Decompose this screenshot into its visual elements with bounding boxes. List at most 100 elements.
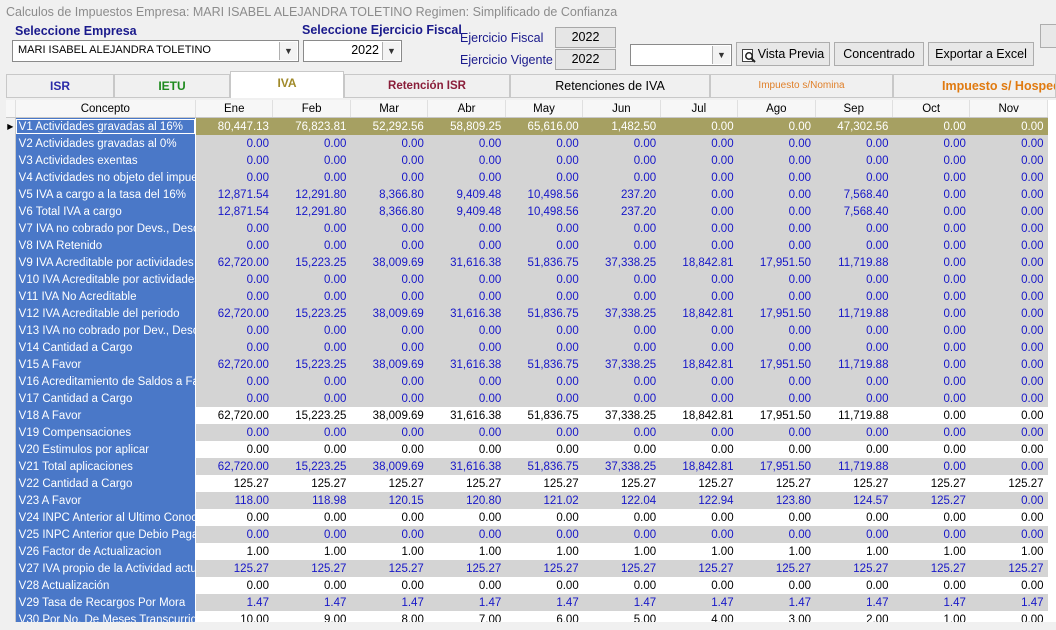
value-cell[interactable]: 0.00 — [969, 152, 1048, 169]
value-cell[interactable]: 0.00 — [737, 237, 816, 254]
table-row[interactable]: V8 IVA Retenido 0.00 0.00 0.00 0.00 0.00 0.00 0… — [6, 237, 1048, 254]
concentrado-button[interactable]: Concentrado — [834, 42, 924, 66]
value-cell[interactable]: 0.00 — [505, 577, 583, 594]
report-select[interactable]: ▼ — [630, 44, 732, 66]
table-row[interactable]: V7 IVA no cobrado por Devs., Descuentos0… — [6, 220, 1048, 237]
column-header[interactable]: Jul — [660, 100, 739, 118]
value-cell[interactable]: 47,302.56 — [815, 117, 893, 135]
value-cell[interactable]: 0.00 — [272, 390, 351, 407]
tab-impuesto-nomina[interactable]: Impuesto s/Nomina — [710, 74, 893, 98]
value-cell[interactable]: 31,616.38 — [427, 458, 506, 475]
value-cell[interactable]: 17,951.50 — [737, 356, 816, 373]
value-cell[interactable]: 0.00 — [505, 237, 583, 254]
value-cell[interactable]: 8,366.80 — [350, 203, 428, 220]
value-cell[interactable]: 7,568.40 — [815, 186, 893, 203]
value-cell[interactable]: 0.00 — [969, 237, 1048, 254]
ejercicio-select[interactable]: 2022 ▼ — [303, 40, 402, 62]
value-cell[interactable]: 0.00 — [660, 526, 738, 543]
concept-cell[interactable]: V9 IVA Acreditable por actividades — [15, 254, 197, 271]
value-cell[interactable]: 0.00 — [582, 135, 661, 152]
value-cell[interactable]: 0.00 — [660, 152, 738, 169]
value-cell[interactable]: 0.00 — [660, 203, 738, 220]
value-cell[interactable]: 0.00 — [969, 117, 1048, 135]
table-row[interactable]: V13 IVA no cobrado por Dev., Descuentos 0… — [6, 322, 1048, 339]
value-cell[interactable]: 4.00 — [660, 611, 738, 622]
value-cell[interactable]: 1.47 — [505, 594, 583, 611]
value-cell[interactable]: 51,836.75 — [505, 254, 583, 271]
value-cell[interactable]: 62,720.00 — [195, 356, 273, 373]
value-cell[interactable]: 122.04 — [582, 492, 661, 509]
value-cell[interactable]: 0.00 — [815, 152, 893, 169]
tab-ietu[interactable]: IETU — [114, 74, 230, 98]
value-cell[interactable]: 0.00 — [737, 117, 816, 135]
concept-cell[interactable]: V13 IVA no cobrado por Dev., Descuentos — [15, 322, 197, 339]
value-cell[interactable]: 0.00 — [737, 288, 816, 305]
concept-cell[interactable]: V5 IVA a cargo a la tasa del 16% — [15, 186, 197, 203]
value-cell[interactable]: 0.00 — [272, 271, 351, 288]
value-cell[interactable]: 0.00 — [582, 237, 661, 254]
concept-cell[interactable]: V3 Actividades exentas — [15, 152, 197, 169]
value-cell[interactable]: 37,338.25 — [582, 254, 661, 271]
value-cell[interactable]: 1.00 — [660, 543, 738, 560]
value-cell[interactable]: 0.00 — [582, 424, 661, 441]
value-cell[interactable]: 125.27 — [969, 475, 1048, 492]
value-cell[interactable]: 125.27 — [195, 475, 273, 492]
concept-cell[interactable]: V2 Actividades gravadas al 0% — [15, 135, 197, 152]
table-row[interactable]: V26 Factor de Actualizacion 1.00 1.00 1.00 1… — [6, 543, 1048, 560]
value-cell[interactable]: 62,720.00 — [195, 407, 273, 424]
value-cell[interactable]: 1.00 — [350, 543, 428, 560]
table-row[interactable]: V12 IVA Acreditable del periodo 62,720.00… — [6, 305, 1048, 322]
value-cell[interactable]: 125.27 — [350, 475, 428, 492]
value-cell[interactable]: 0.00 — [969, 509, 1048, 526]
value-cell[interactable]: 0.00 — [815, 288, 893, 305]
value-cell[interactable]: 0.00 — [892, 356, 970, 373]
value-cell[interactable]: 0.00 — [505, 322, 583, 339]
value-cell[interactable]: 0.00 — [892, 458, 970, 475]
value-cell[interactable]: 37,338.25 — [582, 407, 661, 424]
value-cell[interactable]: 37,338.25 — [582, 305, 661, 322]
value-cell[interactable]: 12,291.80 — [272, 203, 351, 220]
value-cell[interactable]: 62,720.00 — [195, 458, 273, 475]
value-cell[interactable]: 0.00 — [272, 220, 351, 237]
value-cell[interactable]: 0.00 — [350, 390, 428, 407]
value-cell[interactable]: 51,836.75 — [505, 305, 583, 322]
value-cell[interactable]: 0.00 — [737, 577, 816, 594]
value-cell[interactable]: 125.27 — [427, 560, 506, 577]
value-cell[interactable]: 0.00 — [582, 509, 661, 526]
table-row[interactable]: V25 INPC Anterior que Debio Pagarse 0.00 0… — [6, 526, 1048, 543]
value-cell[interactable]: 0.00 — [195, 373, 273, 390]
value-cell[interactable]: 125.27 — [892, 560, 970, 577]
value-cell[interactable]: 0.00 — [892, 220, 970, 237]
value-cell[interactable]: 118.00 — [195, 492, 273, 509]
value-cell[interactable]: 0.00 — [737, 271, 816, 288]
value-cell[interactable]: 0.00 — [350, 135, 428, 152]
table-row[interactable]: V27 IVA propio de la Actividad actual 125… — [6, 560, 1048, 577]
value-cell[interactable]: 0.00 — [195, 441, 273, 458]
value-cell[interactable]: 0.00 — [195, 339, 273, 356]
value-cell[interactable]: 0.00 — [892, 186, 970, 203]
concept-cell[interactable]: V27 IVA propio de la Actividad actual — [15, 560, 197, 577]
value-cell[interactable]: 0.00 — [350, 509, 428, 526]
edge-button[interactable] — [1040, 24, 1056, 48]
concept-cell[interactable]: V20 Estimulos por aplicar — [15, 441, 197, 458]
value-cell[interactable]: 0.00 — [969, 577, 1048, 594]
concept-cell[interactable]: V10 IVA Acreditable por actividades — [15, 271, 197, 288]
table-row[interactable]: V22 Cantidad a Cargo 125.27 125.27 125.27 12… — [6, 475, 1048, 492]
value-cell[interactable]: 0.00 — [272, 135, 351, 152]
value-cell[interactable]: 0.00 — [969, 186, 1048, 203]
value-cell[interactable]: 11,719.88 — [815, 407, 893, 424]
value-cell[interactable]: 17,951.50 — [737, 458, 816, 475]
concept-cell[interactable]: V16 Acreditamiento de Saldos a Favor — [15, 373, 197, 390]
chevron-down-icon[interactable]: ▼ — [712, 46, 730, 64]
value-cell[interactable]: 17,951.50 — [737, 254, 816, 271]
value-cell[interactable]: 0.00 — [272, 373, 351, 390]
value-cell[interactable]: 0.00 — [737, 152, 816, 169]
value-cell[interactable]: 51,836.75 — [505, 458, 583, 475]
value-cell[interactable]: 0.00 — [350, 339, 428, 356]
value-cell[interactable]: 0.00 — [582, 339, 661, 356]
value-cell[interactable]: 0.00 — [582, 271, 661, 288]
table-row[interactable]: V4 Actividades no objeto del impuesto 0.0… — [6, 169, 1048, 186]
value-cell[interactable]: 0.00 — [892, 526, 970, 543]
value-cell[interactable]: 125.27 — [969, 560, 1048, 577]
column-header[interactable]: Ago — [737, 100, 816, 118]
